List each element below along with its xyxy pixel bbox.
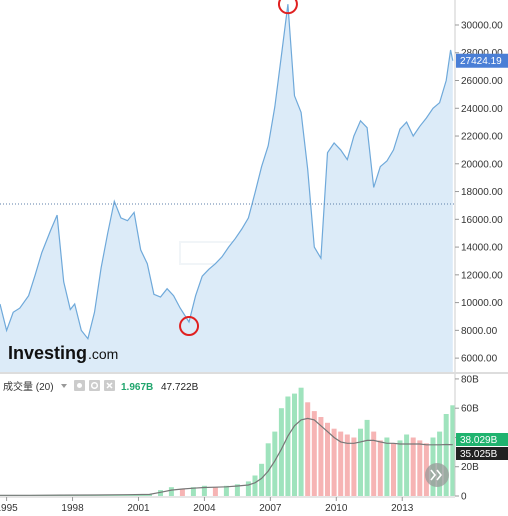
price-panel <box>0 0 455 372</box>
volume-current-value: 1.967B <box>121 382 153 393</box>
volume-bar <box>252 475 258 496</box>
volume-bar <box>265 443 271 496</box>
volume-bar <box>377 440 383 496</box>
last-price-tag: 27424.19 <box>456 53 508 68</box>
volume-bar <box>384 437 390 496</box>
volume-bar <box>331 428 337 496</box>
volume-bar <box>443 414 449 496</box>
volume-bar <box>325 422 330 496</box>
volume-bar <box>245 481 251 496</box>
volume-bar <box>404 434 410 496</box>
price-tick-label: 10000.00 <box>461 298 503 309</box>
volume-bar <box>364 419 370 496</box>
volume-tag-dark-value: 35.025B <box>460 449 498 460</box>
time-tick-label: 1995 <box>0 503 18 514</box>
time-tick-label: 2001 <box>127 503 150 514</box>
volume-bar <box>107 494 148 496</box>
price-tick-label: 16000.00 <box>461 215 503 226</box>
last-price-value: 27424.19 <box>460 56 502 67</box>
price-area <box>0 4 453 372</box>
volume-bar <box>410 437 416 496</box>
price-tick-label: 8000.00 <box>461 326 498 337</box>
volume-bar <box>158 490 163 496</box>
volume-bar <box>190 487 196 496</box>
volume-tick-label: 0 <box>461 492 467 503</box>
volume-bar <box>272 431 278 496</box>
volume-bar <box>259 463 265 496</box>
time-tick-label: 2013 <box>391 503 414 514</box>
price-tick-label: 20000.00 <box>461 159 503 170</box>
dropdown-arrow-icon[interactable] <box>61 384 67 388</box>
price-tick-label: 24000.00 <box>461 104 503 115</box>
volume-tick-label: 20B <box>461 462 479 473</box>
volume-bar <box>358 428 363 496</box>
volume-bar <box>417 440 423 496</box>
volume-bar <box>318 417 324 496</box>
volume-bar <box>234 484 240 496</box>
volume-bar <box>450 405 456 496</box>
volume-bar <box>179 488 185 496</box>
volume-bar <box>168 487 174 496</box>
scroll-to-latest-button[interactable] <box>425 463 449 487</box>
volume-tag-green-value: 38.029B <box>460 435 498 446</box>
volume-moving-average-line <box>0 417 453 496</box>
volume-bars <box>0 387 456 496</box>
investing-logo: Investing .com <box>8 343 118 363</box>
volume-bar <box>278 408 284 496</box>
volume-tag-green: 38.029B <box>456 433 508 446</box>
price-line <box>0 4 454 341</box>
volume-bar <box>305 402 311 496</box>
price-tick-label: 26000.00 <box>461 76 503 87</box>
volume-bar <box>397 440 403 496</box>
volume-tick-label: 80B <box>461 374 479 385</box>
volume-ma-value: 47.722B <box>161 382 199 393</box>
price-tick-label: 30000.00 <box>461 20 503 31</box>
close-icon[interactable] <box>104 380 115 391</box>
logo-suffix: .com <box>88 346 118 362</box>
time-tick-label: 1998 <box>61 503 84 514</box>
volume-bar <box>391 443 396 496</box>
volume-bar <box>351 437 357 496</box>
price-tick-label: 18000.00 <box>461 187 503 198</box>
volume-indicator-label: 成交量 (20) <box>3 380 54 393</box>
highlight-marker <box>277 0 298 15</box>
volume-bar <box>298 387 304 496</box>
volume-bar <box>292 393 297 496</box>
volume-bar <box>344 434 350 496</box>
price-tick-label: 22000.00 <box>461 132 503 143</box>
price-tick-label: 14000.00 <box>461 243 503 254</box>
time-tick-label: 2010 <box>325 503 348 514</box>
double-chevron-right-icon <box>430 469 443 481</box>
volume-bar <box>311 411 317 496</box>
time-tick-label: 2004 <box>193 503 216 514</box>
volume-bar <box>223 485 229 496</box>
volume-bar <box>338 431 344 496</box>
volume-header: 成交量 (20) 1.967B 47.722B <box>3 380 199 393</box>
settings-icon[interactable] <box>89 380 100 391</box>
volume-bar <box>212 487 218 496</box>
highlight-marker <box>179 316 200 337</box>
price-tick-label: 6000.00 <box>461 354 498 365</box>
volume-bar <box>201 485 207 496</box>
volume-tick-label: 60B <box>461 404 479 415</box>
volume-bar <box>147 494 152 496</box>
volume-bar <box>371 431 377 496</box>
logo-name: Investing <box>8 343 87 363</box>
volume-tag-dark: 35.025B <box>456 447 508 460</box>
visibility-toggle-icon[interactable] <box>74 380 85 391</box>
time-tick-label: 2007 <box>259 503 282 514</box>
price-tick-label: 12000.00 <box>461 270 503 281</box>
volume-bar <box>285 396 291 496</box>
